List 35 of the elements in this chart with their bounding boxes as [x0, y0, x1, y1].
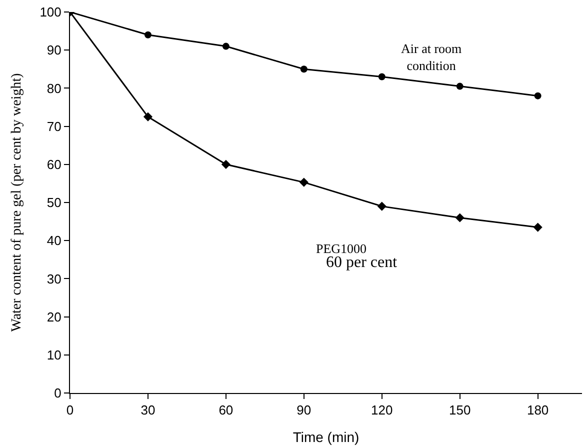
- point: [144, 31, 152, 38]
- y-tick-label: 40: [46, 233, 62, 248]
- y-tick-label: 100: [40, 4, 62, 20]
- x-axis-title: Time (min): [292, 428, 360, 445]
- point: [222, 42, 230, 50]
- y-tick-label: 80: [46, 80, 62, 96]
- y-tick-label: 90: [46, 42, 62, 58]
- point: [377, 202, 386, 211]
- point: [378, 73, 386, 80]
- y-tick-label: 50: [46, 195, 62, 210]
- x-tick-label: 150: [449, 402, 471, 418]
- y-tick-label: 0: [54, 386, 62, 401]
- x-tick-label: 180: [526, 402, 549, 418]
- point: [221, 160, 230, 169]
- point: [299, 178, 308, 187]
- x-tick-label: 0: [66, 402, 74, 418]
- x-tick-label: 30: [140, 402, 156, 418]
- x-tick-label: 90: [296, 402, 312, 418]
- point: [143, 112, 153, 122]
- annotation: 60 per cent: [326, 254, 398, 271]
- point: [455, 213, 464, 222]
- point: [456, 82, 464, 90]
- annotation: Air at room condition: [401, 41, 462, 73]
- y-tick-label: 30: [46, 271, 62, 286]
- y-tick-label: 10: [46, 347, 62, 362]
- x-tick-label: 60: [218, 402, 234, 418]
- annotation: PEG1000: [316, 241, 367, 256]
- y-tick-label: 60: [46, 156, 62, 172]
- point: [534, 92, 542, 100]
- point: [533, 222, 542, 232]
- x-tick-label: 120: [371, 402, 393, 418]
- y-tick-label: 20: [46, 309, 62, 324]
- y-tick-label: 70: [46, 118, 62, 134]
- point: [300, 66, 308, 73]
- y-axis-title: Water content of pure gel (per cent by weight): [9, 72, 24, 332]
